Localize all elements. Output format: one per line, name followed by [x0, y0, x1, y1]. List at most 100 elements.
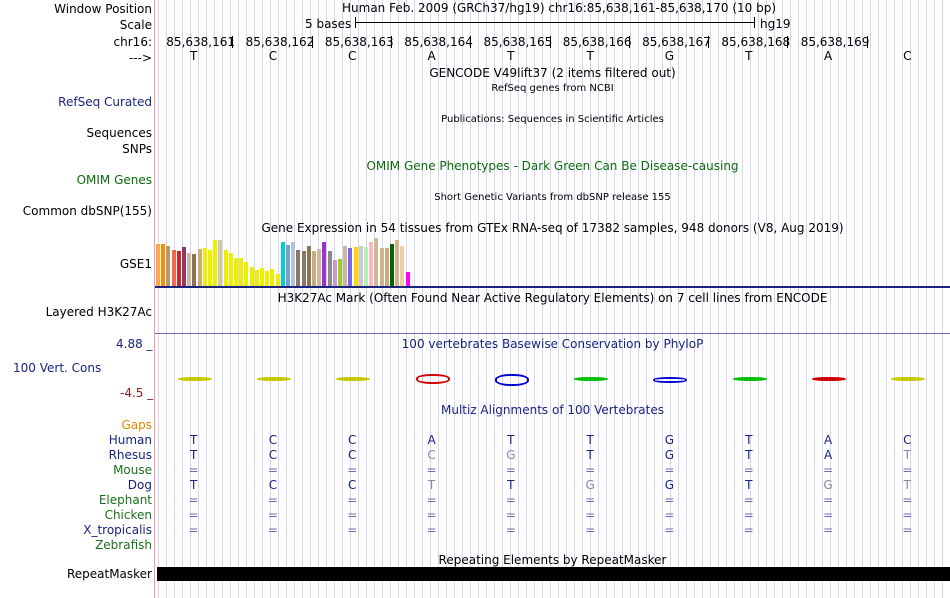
gtex-tissue-bar[interactable] [280, 242, 285, 286]
gtex-tissue-bar[interactable] [249, 267, 254, 286]
gtex-tissue-bar[interactable] [405, 272, 410, 286]
alignment-base: = [585, 493, 596, 507]
alignment-base: = [267, 508, 278, 522]
species-label[interactable]: Rhesus [108, 448, 152, 462]
gtex-tissue-bar[interactable] [202, 248, 207, 286]
alignment-base: = [505, 493, 516, 507]
alignment-base: C [903, 433, 912, 447]
gtex-tissue-bar[interactable] [223, 250, 228, 286]
conservation-logo[interactable] [155, 366, 950, 400]
refseq-label[interactable]: RefSeq Curated [58, 95, 152, 109]
repeat-track-title[interactable]: Repeating Elements by RepeatMasker [438, 553, 667, 567]
gtex-tissue-bar[interactable] [156, 244, 160, 286]
gtex-tissue-bar[interactable] [197, 249, 202, 286]
gtex-tissue-bar[interactable] [395, 240, 400, 286]
gtex-tissue-bar[interactable] [208, 250, 212, 286]
dbsnp-track-title[interactable]: Short Genetic Variants from dbSNP releas… [434, 192, 671, 203]
gtex-tissue-bar[interactable] [296, 250, 301, 286]
alignment-base: = [347, 508, 358, 522]
gtex-tissue-bar[interactable] [187, 253, 192, 286]
gtex-tissue-bar[interactable] [244, 262, 249, 286]
gtex-tissue-bar[interactable] [301, 251, 306, 286]
cons-label[interactable]: 100 Vert. Cons [13, 361, 102, 375]
gtex-label[interactable]: GSE1 [119, 257, 152, 271]
alignment-base: A [823, 433, 833, 447]
gtex-tissue-bar[interactable] [213, 240, 218, 286]
gtex-tissue-bar[interactable] [338, 259, 342, 286]
gtex-track-title[interactable]: Gene Expression in 54 tissues from GTEx … [261, 221, 844, 235]
gtex-tissue-bar[interactable] [171, 250, 176, 286]
repeat-element-block[interactable] [157, 567, 950, 581]
gtex-tissue-bar[interactable] [384, 248, 389, 286]
gtex-tissue-bar[interactable] [353, 247, 358, 286]
alignment-base: = [585, 523, 596, 537]
gtex-tissue-bar[interactable] [332, 260, 337, 286]
gtex-tissue-bar[interactable] [374, 238, 379, 286]
ruler-position-label: 85,638,169 [800, 35, 870, 49]
gtex-tissue-bar[interactable] [322, 242, 327, 286]
dbsnp-label[interactable]: Common dbSNP(155) [22, 204, 152, 218]
gtex-tissue-bar[interactable] [166, 246, 171, 286]
gtex-tissue-bar[interactable] [218, 240, 223, 286]
species-label[interactable]: Elephant [98, 493, 152, 507]
gtex-tissue-bar[interactable] [182, 247, 186, 286]
gtex-bar-chart[interactable] [155, 236, 950, 286]
gtex-tissue-bar[interactable] [176, 251, 181, 286]
cons-track-title[interactable]: 100 vertebrates Basewise Conservation by… [401, 337, 704, 351]
ruler-tick [549, 36, 551, 48]
alignment-base: T [507, 478, 515, 492]
gtex-tissue-bar[interactable] [291, 242, 296, 286]
species-label[interactable]: Mouse [113, 463, 152, 477]
species-label[interactable]: Gaps [121, 418, 152, 432]
h3k27-label[interactable]: Layered H3K27Ac [45, 305, 152, 319]
gtex-tissue-bar[interactable] [317, 249, 322, 286]
snps-label[interactable]: SNPs [122, 142, 152, 156]
gtex-tissue-bar[interactable] [192, 254, 197, 286]
gtex-tissue-bar[interactable] [364, 247, 368, 286]
alignment-base: T [745, 478, 753, 492]
publications-track-title[interactable]: Publications: Sequences in Scientific Ar… [441, 114, 664, 125]
alignment-base: C [348, 478, 357, 492]
species-label[interactable]: Dog [127, 478, 152, 492]
omim-track-title[interactable]: OMIM Gene Phenotypes - Dark Green Can Be… [366, 159, 739, 173]
gtex-tissue-bar[interactable] [254, 270, 259, 286]
repeat-label[interactable]: RepeatMasker [66, 567, 152, 581]
gtex-tissue-bar[interactable] [358, 246, 363, 286]
conservation-glyph [336, 377, 371, 381]
gtex-tissue-bar[interactable] [400, 246, 405, 286]
gtex-tissue-bar[interactable] [343, 246, 348, 286]
species-label[interactable]: Chicken [104, 508, 152, 522]
gtex-tissue-bar[interactable] [369, 242, 374, 286]
gencode-track-title[interactable]: GENCODE V49lift37 (2 items filtered out) [429, 66, 676, 80]
reference-base: T [507, 49, 515, 63]
species-label[interactable]: Human [108, 433, 152, 447]
multiz-track-title[interactable]: Multiz Alignments of 100 Vertebrates [440, 403, 665, 417]
reference-base: T [189, 49, 198, 63]
gtex-tissue-bar[interactable] [327, 251, 332, 286]
gtex-tissue-bar[interactable] [312, 251, 316, 286]
alignment-base: G [664, 478, 675, 492]
gtex-tissue-bar[interactable] [260, 268, 264, 286]
omim-label[interactable]: OMIM Genes [76, 173, 152, 187]
alignment-base: C [348, 433, 357, 447]
gtex-tissue-bar[interactable] [270, 269, 275, 286]
alignment-base: = [664, 493, 675, 507]
refseq-track-title[interactable]: RefSeq genes from NCBI [491, 83, 614, 94]
gtex-tissue-bar[interactable] [265, 271, 270, 286]
species-label[interactable]: Zebrafish [95, 538, 152, 552]
h3k27-track-title[interactable]: H3K27Ac Mark (Often Found Near Active Re… [277, 291, 828, 305]
ruler-tick [470, 36, 472, 48]
gtex-tissue-bar[interactable] [234, 258, 238, 286]
gtex-tissue-bar[interactable] [390, 244, 394, 286]
gtex-tissue-bar[interactable] [228, 253, 233, 286]
gtex-tissue-bar[interactable] [306, 246, 311, 286]
sequences-label[interactable]: Sequences [86, 126, 152, 140]
gtex-tissue-bar[interactable] [286, 245, 290, 286]
gtex-tissue-bar[interactable] [161, 244, 166, 286]
gtex-tissue-bar[interactable] [275, 274, 280, 286]
alignment-base: = [267, 493, 278, 507]
gtex-tissue-bar[interactable] [239, 258, 244, 286]
species-label[interactable]: X_tropicalis [83, 523, 152, 537]
gtex-tissue-bar[interactable] [348, 248, 353, 286]
gtex-tissue-bar[interactable] [379, 248, 384, 286]
